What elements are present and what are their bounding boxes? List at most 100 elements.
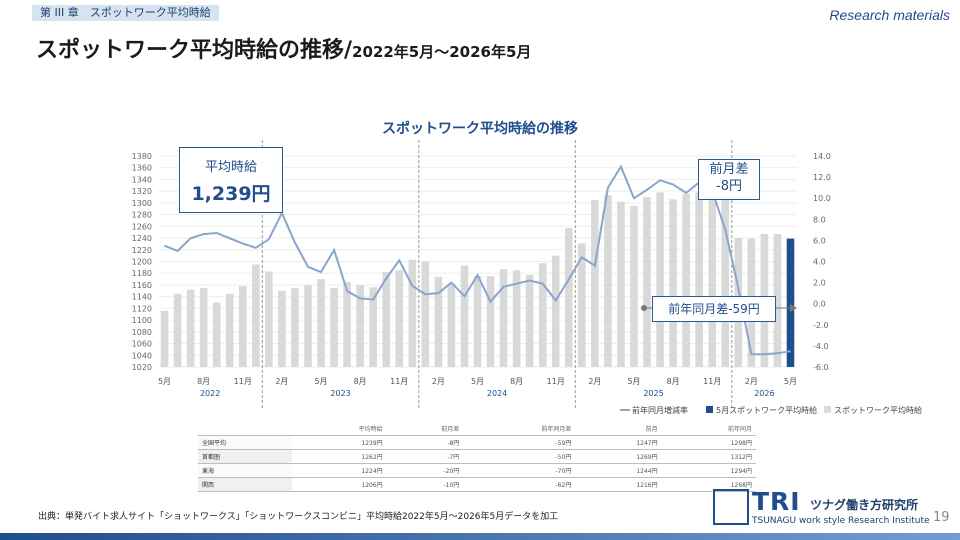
left-axis-tick-label: 1220 bbox=[132, 246, 152, 255]
table-cell: 首都圏 bbox=[198, 449, 293, 464]
bar bbox=[369, 287, 377, 367]
left-axis-tick-label: 1260 bbox=[132, 222, 152, 231]
bar bbox=[565, 228, 573, 367]
table-header: 前月 bbox=[575, 422, 662, 436]
page-number: 19 bbox=[933, 510, 950, 525]
year-label: 2026 bbox=[754, 389, 774, 398]
table-cell: 関西 bbox=[198, 477, 293, 492]
bar bbox=[643, 197, 651, 367]
right-axis-tick-label: 8.0 bbox=[813, 215, 826, 224]
bar bbox=[578, 243, 586, 367]
bar bbox=[434, 276, 443, 367]
bar bbox=[708, 191, 717, 367]
table-cell: 1312円 bbox=[661, 449, 756, 464]
bar bbox=[604, 195, 612, 367]
x-tick-label: 11月 bbox=[547, 377, 565, 386]
table-cell: 1262円 bbox=[292, 449, 387, 464]
page-title: スポットワーク平均時給の推移/2022年5月～2026年5月 bbox=[36, 32, 531, 64]
bar bbox=[225, 293, 234, 367]
title-period: 2022年5月～2026年5月 bbox=[352, 43, 532, 61]
left-axis-tick-label: 1040 bbox=[132, 351, 152, 360]
bar bbox=[278, 290, 286, 367]
bar bbox=[551, 255, 560, 367]
year-label: 2022 bbox=[200, 389, 220, 398]
legend-label: 5月スポットワーク平均時給 bbox=[716, 405, 817, 415]
yoy-marker-dot bbox=[641, 305, 647, 311]
bar bbox=[356, 284, 364, 367]
average-wage-callout: 平均時給 1,239円 bbox=[179, 147, 283, 213]
x-tick-label: 5月 bbox=[314, 377, 327, 386]
bar bbox=[421, 261, 430, 367]
left-axis-tick-label: 1340 bbox=[132, 175, 152, 184]
table-cell: 1239円 bbox=[292, 435, 387, 450]
bar bbox=[265, 271, 273, 367]
table-cell: 1224円 bbox=[292, 463, 387, 478]
bar bbox=[330, 287, 338, 367]
left-axis-tick-label: 1160 bbox=[132, 281, 152, 290]
bar bbox=[773, 233, 782, 367]
table-header bbox=[198, 422, 293, 436]
summary-table: 平均時給 前月差 前年同月差 前月 前年同月 全国平均 1239円 -8円 -5… bbox=[198, 422, 756, 492]
table-cell: -7円 bbox=[386, 449, 464, 464]
bar bbox=[304, 284, 312, 367]
year-label: 2023 bbox=[330, 389, 350, 398]
table-header: 平均時給 bbox=[292, 422, 387, 436]
bar bbox=[317, 279, 325, 367]
bar bbox=[499, 269, 508, 367]
bar bbox=[656, 192, 664, 367]
right-axis-tick-label: -4.0 bbox=[813, 342, 829, 351]
x-tick-label: 8月 bbox=[354, 377, 367, 386]
left-axis-tick-label: 1380 bbox=[132, 152, 152, 161]
right-axis-tick-label: 6.0 bbox=[813, 236, 826, 245]
bar bbox=[669, 199, 677, 367]
right-axis-tick-label: 12.0 bbox=[813, 173, 831, 182]
yoy-arrow-head bbox=[790, 304, 797, 312]
legend-swatch bbox=[706, 406, 713, 413]
logo-english: TSUNAGU work style Research Institute bbox=[752, 516, 930, 526]
bar bbox=[173, 293, 182, 367]
right-axis-tick-label: 4.0 bbox=[813, 258, 826, 267]
x-tick-label: 11月 bbox=[390, 377, 408, 386]
bar bbox=[238, 286, 247, 367]
table-header: 前月差 bbox=[386, 422, 464, 436]
bar bbox=[447, 283, 456, 367]
year-diff-callout: 前年同月差-59円 bbox=[652, 296, 776, 322]
left-axis-tick-label: 1020 bbox=[132, 363, 152, 372]
month-diff-value: -8円 bbox=[716, 179, 742, 194]
table-cell: 1206円 bbox=[292, 477, 387, 492]
year-label: 2024 bbox=[487, 389, 507, 398]
x-tick-label: 2月 bbox=[275, 377, 288, 386]
average-wage-value: 1,239円 bbox=[191, 183, 271, 205]
legend-swatch bbox=[824, 406, 831, 413]
bar bbox=[395, 270, 404, 367]
x-tick-label: 8月 bbox=[197, 377, 210, 386]
bar bbox=[199, 287, 208, 367]
x-tick-label: 2月 bbox=[432, 377, 445, 386]
x-tick-label: 8月 bbox=[510, 377, 523, 386]
table-cell: 1244円 bbox=[575, 463, 662, 478]
source-note: 出典：単発バイト求人サイト「ショットワークス」「ショットワークスコンビニ」平均時… bbox=[38, 512, 559, 522]
logo-tri: TRI bbox=[752, 487, 801, 516]
table-cell: 1268円 bbox=[661, 477, 756, 492]
legend-label: スポットワーク平均時給 bbox=[834, 405, 922, 415]
bar bbox=[460, 265, 469, 367]
right-axis-tick-label: 0.0 bbox=[813, 300, 826, 309]
x-tick-label: 2月 bbox=[745, 377, 758, 386]
bar bbox=[486, 276, 495, 367]
left-axis-tick-label: 1200 bbox=[132, 258, 152, 267]
bottom-accent-bar bbox=[0, 533, 960, 540]
bar bbox=[682, 194, 690, 367]
x-tick-label: 5月 bbox=[627, 377, 640, 386]
bar bbox=[538, 263, 547, 367]
bar bbox=[512, 270, 521, 367]
bar bbox=[382, 272, 390, 367]
table-header-row: 平均時給 前月差 前年同月差 前月 前年同月 bbox=[198, 422, 756, 436]
x-tick-label: 5月 bbox=[784, 377, 797, 386]
x-tick-label: 11月 bbox=[703, 377, 721, 386]
highlight-bar bbox=[786, 238, 795, 367]
x-tick-label: 5月 bbox=[158, 377, 171, 386]
left-axis-tick-label: 1120 bbox=[132, 304, 152, 313]
bar bbox=[343, 282, 351, 367]
research-materials-label: Research materials bbox=[829, 7, 950, 23]
left-axis-tick-label: 1240 bbox=[132, 234, 152, 243]
